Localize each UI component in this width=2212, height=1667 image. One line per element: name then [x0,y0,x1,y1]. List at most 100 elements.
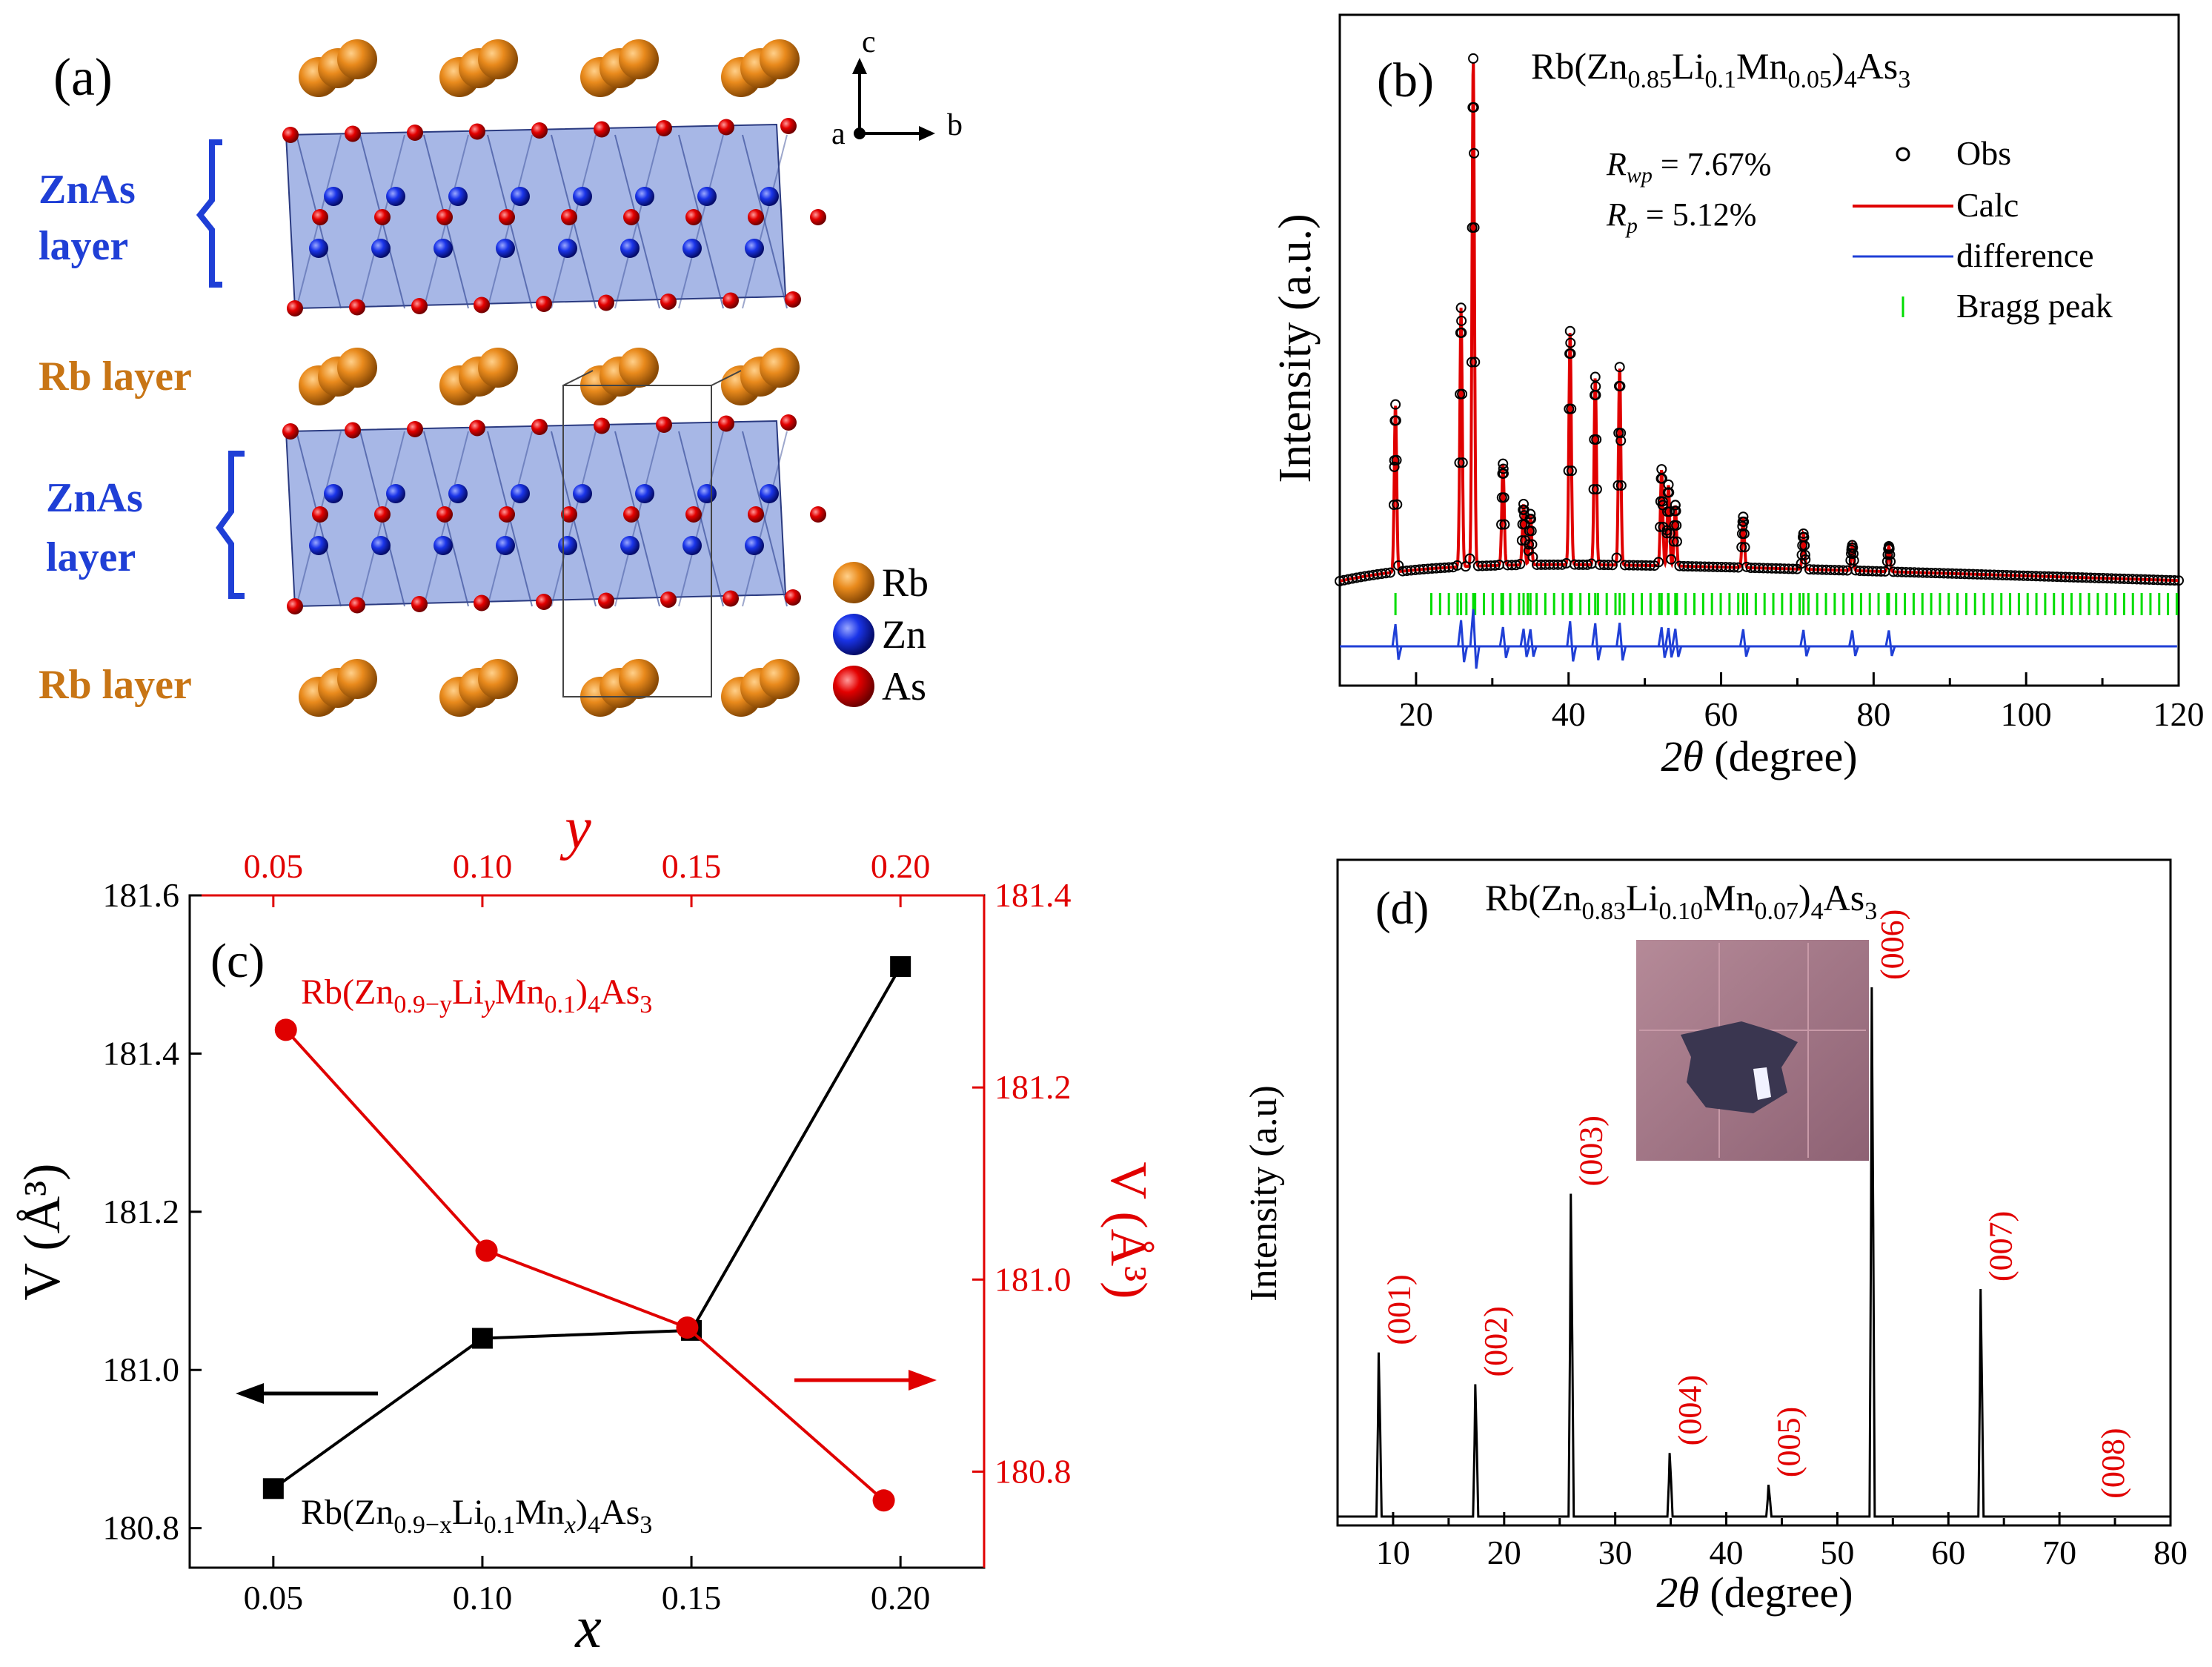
obs-peak-point [1563,465,1574,477]
obs-point [1581,559,1592,570]
as-atom [411,596,428,612]
formula-red: Rb(Zn0.9−yLiyMn0.1)4As3 [301,972,652,1018]
obs-peak-point [1457,457,1468,468]
obs-peak-point [1661,528,1673,539]
as-atom [469,420,485,437]
as-atom [287,300,303,317]
xrd-pattern-line [1338,987,2171,1518]
as-atom [474,296,490,314]
obs-peak-point [1656,473,1667,484]
as-atom [594,417,610,434]
panel-b-ylabel: Intensity (a.u.) [1270,213,1321,483]
znas-layer-label-1: ZnAs [39,167,136,213]
obs-point [2169,575,2180,586]
obs-point [1460,561,1471,572]
y2-tick-label: 181.4 [994,876,1072,914]
obs-peak-point [1468,102,1479,113]
zn-atom [448,484,468,503]
legend-zn-sphere [833,614,874,655]
obs-peak-point [1738,516,1750,527]
as-atom [374,209,391,225]
x-tick-label: 20 [1399,695,1433,733]
unit-cell-edge [562,370,594,386]
zn-atom [511,484,530,503]
rb-layer-label-2: Rb layer [39,662,192,708]
zn-atom [760,187,779,206]
zn-atom [309,536,328,555]
zn-atom [745,536,764,555]
znas-layer-label-1b: layer [39,223,128,269]
polyhedron-edge [678,431,724,607]
obs-peak-point [1455,302,1467,314]
x2-tick-label: 0.20 [871,847,931,885]
as-atom [623,209,640,225]
obs-point [1527,551,1538,563]
panel-d-formula: Rb(Zn0.83Li0.10Mn0.07)4As3 [1485,877,1877,925]
zn-atom [496,239,515,258]
x-tick-label: 100 [2001,695,2052,733]
obs-point [1556,559,1567,570]
as-atom [345,422,361,439]
zn-atom [324,187,343,206]
axes-indicator: c a b [831,25,963,151]
as-atom [436,506,453,523]
obs-peak-point [1390,415,1401,426]
panel-d-ylabel: Intensity (a.u) [1243,1085,1285,1302]
obs-peak-point [1663,479,1674,490]
zn-atom [434,239,453,258]
zn-atom [745,239,764,258]
obs-peak-point [1588,484,1599,495]
panel-d-xlabel: 2θ (degree) [1656,1568,1853,1617]
obs-peak-point [1614,362,1625,373]
as-atom [436,209,453,225]
panel-b-formula: Rb(Zn0.85Li0.1Mn0.05)4As3 [1531,45,1910,93]
obs-peak-point [1564,325,1575,337]
as-atom [312,506,328,523]
hkl-label: (006) [1874,909,1910,980]
obs-peak-point [1590,389,1601,400]
difference-spike [1738,629,1750,657]
zn-atom [511,187,530,206]
obs-peak-point [1496,519,1507,530]
obs-point [1456,315,1467,326]
znas-brace-bottom [216,451,245,599]
series-x-point [262,1478,284,1499]
obs-peak-point [1884,549,1896,560]
unit-cell [562,385,712,697]
rb-atom [478,39,518,79]
panel-b: (b) Rb(Zn0.85Li0.1Mn0.05)4As3 Rwp = 7.67… [1270,13,2205,781]
obs-peak-point [1848,555,1859,566]
zn-atom [434,536,453,555]
x-tick-label: 0.15 [662,1579,722,1617]
zn-atom [573,484,592,503]
series-y-point [872,1489,895,1512]
legend-rb-label: Rb [882,560,929,605]
x2-tick-label: 0.10 [453,847,513,885]
rb-atom [478,348,518,388]
as-atom [282,423,299,440]
obs-peak-point [1670,506,1681,517]
polyhedron-edge [742,431,788,607]
obs-peak-point [1612,480,1624,491]
polyhedron-edge [742,134,788,309]
legend-calc-label: Calc [1956,186,2019,224]
obs-peak-point [1469,222,1480,233]
obs-peak-point [1524,539,1535,550]
zn-atom [386,187,405,206]
as-atom [810,209,826,225]
y-tick-label: 181.6 [103,876,180,914]
difference-spike [1657,627,1669,658]
zn-atom [324,484,343,503]
obs-point [1489,560,1501,571]
zn-atom [620,239,640,258]
as-atom [785,291,801,308]
obs-peak-point [1847,548,1859,559]
as-atom [469,123,485,140]
x-tick-label: 70 [2042,1534,2076,1571]
obs-peak-point [1498,458,1509,469]
as-atom [349,597,365,614]
panel-d-frame [1336,858,2172,1527]
obs-peak-point [1454,457,1465,468]
obs-peak-point [1457,388,1468,400]
